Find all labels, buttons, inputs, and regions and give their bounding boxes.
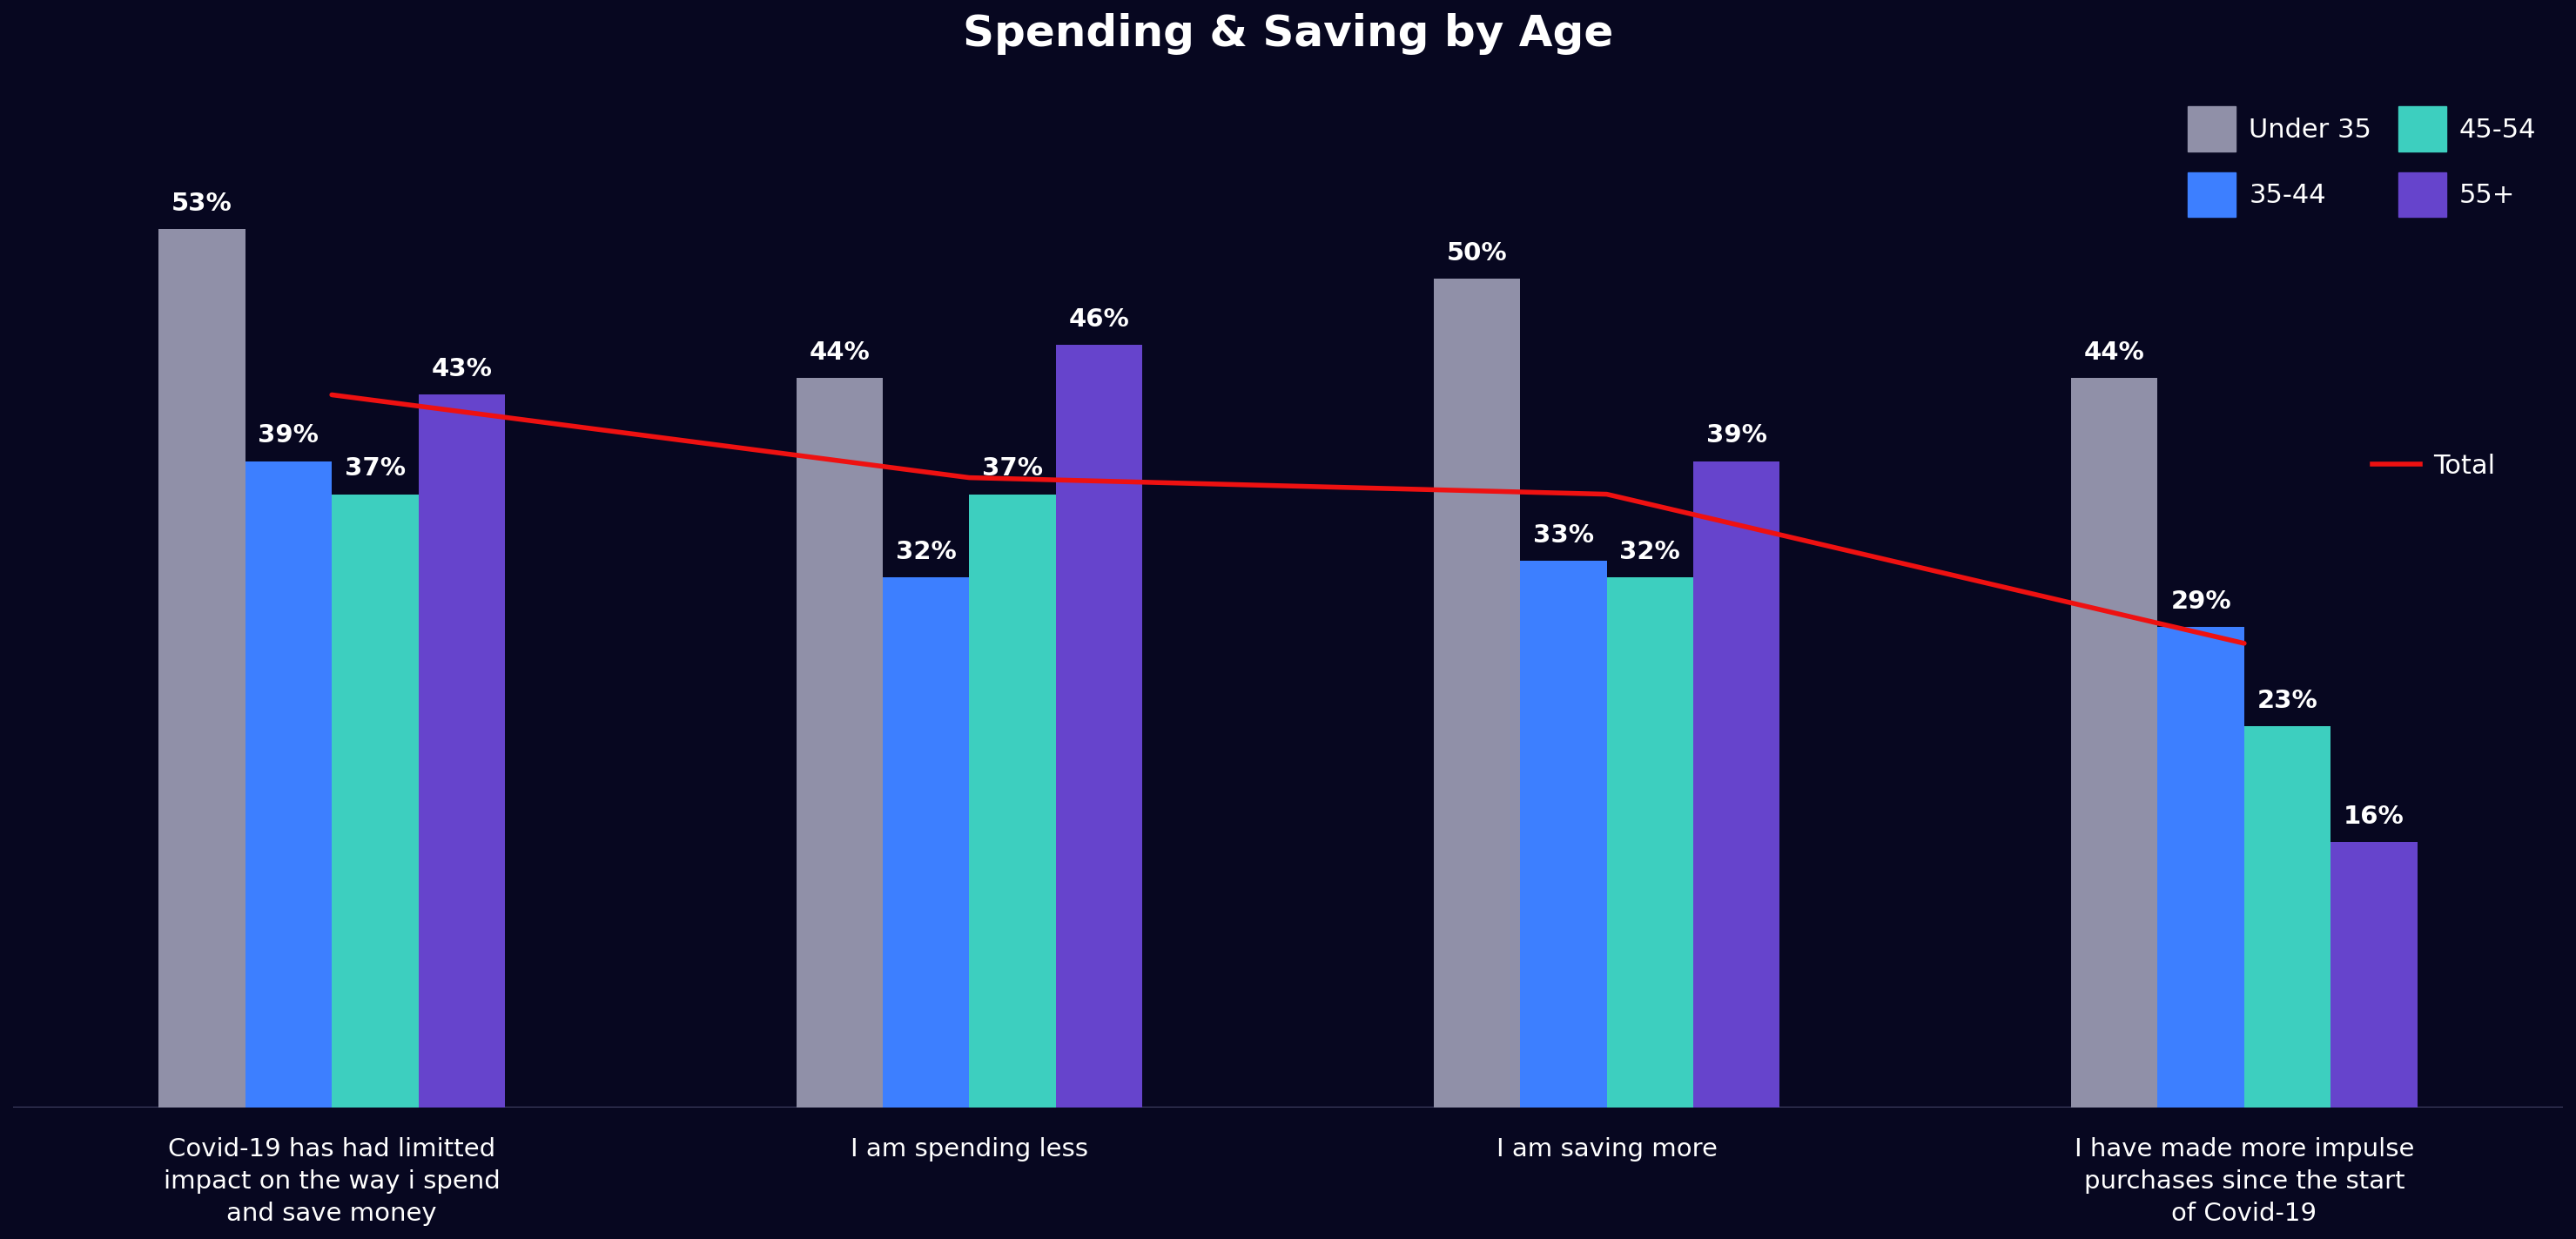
Bar (245, 461, 332, 1108)
Bar (1056, 346, 1141, 1108)
Bar (160, 229, 245, 1108)
Bar (884, 577, 969, 1108)
Legend: Total: Total (2362, 442, 2506, 489)
Text: 32%: 32% (896, 539, 956, 564)
Text: 37%: 37% (345, 457, 404, 481)
Bar (1607, 577, 1692, 1108)
Text: 33%: 33% (1533, 523, 1595, 548)
Text: 32%: 32% (1620, 539, 1680, 564)
Bar (2331, 843, 2416, 1108)
Title: Spending & Saving by Age: Spending & Saving by Age (963, 14, 1613, 55)
Text: 39%: 39% (258, 424, 319, 447)
Text: 44%: 44% (2084, 341, 2146, 366)
Text: 39%: 39% (1705, 424, 1767, 447)
Text: 43%: 43% (430, 357, 492, 382)
Bar (796, 378, 884, 1108)
Text: 46%: 46% (1069, 307, 1128, 332)
Bar (1435, 279, 1520, 1108)
Bar (417, 395, 505, 1108)
Bar (1692, 461, 1780, 1108)
Text: 37%: 37% (981, 457, 1043, 481)
Bar (2159, 627, 2244, 1108)
Bar (2071, 378, 2159, 1108)
Text: 53%: 53% (173, 192, 232, 216)
Bar (332, 494, 417, 1108)
Text: 50%: 50% (1448, 242, 1507, 265)
Text: 16%: 16% (2344, 804, 2403, 829)
Text: 44%: 44% (809, 341, 871, 366)
Bar (969, 494, 1056, 1108)
Bar (1520, 560, 1607, 1108)
Text: 29%: 29% (2172, 589, 2231, 613)
Bar (2244, 726, 2331, 1108)
Text: 23%: 23% (2257, 689, 2318, 712)
